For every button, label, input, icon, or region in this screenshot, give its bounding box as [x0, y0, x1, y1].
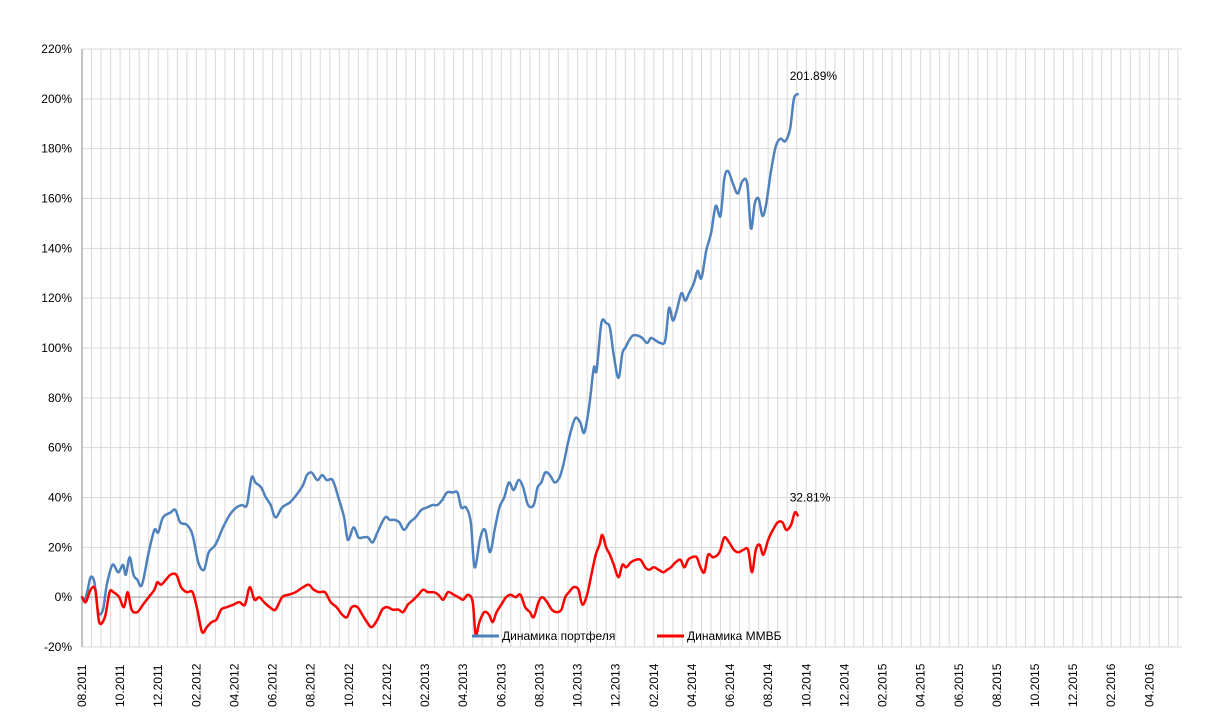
y-tick-label: 200%: [41, 92, 72, 106]
x-tick-label: 10.2011: [113, 664, 127, 707]
y-tick-label: 80%: [48, 391, 72, 405]
horizontal-gridlines: [82, 48, 1182, 648]
y-tick-label: 140%: [41, 241, 72, 255]
x-tick-label: 12.2015: [1066, 663, 1080, 707]
x-tick-label: 06.2014: [723, 663, 737, 707]
x-tick-label: 02.2015: [876, 663, 890, 707]
legend-label: Динамика ММВБ: [687, 629, 782, 643]
x-tick-label: 12.2012: [380, 663, 394, 707]
end-labels: 201.89% 32.81%: [790, 69, 838, 504]
x-axis-tick-labels: 08.2011 10.2011 12.2011 02.2012 04.2012 06.20…: [75, 663, 1156, 707]
series-line-portfolio: [80, 92, 799, 616]
end-label-portfolio: 201.89%: [790, 69, 838, 83]
x-tick-label: 08.2015: [990, 663, 1004, 707]
x-tick-label: 10.2014: [799, 663, 813, 707]
y-axis-tick-labels: -20% 0% 20% 40% 60% 80% 100% 120% 140% 160% 180% 20…: [41, 42, 72, 654]
y-tick-label: 0%: [55, 590, 73, 604]
x-tick-label: 10.2012: [342, 663, 356, 707]
x-tick-label: 02.2014: [647, 663, 661, 707]
x-tick-label: 04.2013: [456, 663, 470, 707]
x-tick-label: 06.2012: [266, 663, 280, 707]
series-layer: [80, 92, 799, 637]
x-tick-label: 06.2013: [494, 663, 508, 707]
x-tick-label: 06.2015: [952, 663, 966, 707]
y-tick-label: 180%: [41, 142, 72, 156]
x-tick-label: 04.2014: [685, 663, 699, 707]
end-label-mmvb: 32.81%: [790, 490, 831, 504]
y-tick-label: 160%: [41, 192, 72, 206]
x-tick-label: 10.2015: [1028, 663, 1042, 707]
y-tick-label: 220%: [41, 42, 72, 56]
x-tick-label: 12.2013: [609, 663, 623, 707]
x-tick-label: 04.2016: [1142, 663, 1156, 707]
x-tick-label: 10.2013: [571, 663, 585, 707]
x-tick-label: 08.2011: [75, 664, 89, 707]
y-tick-label: 120%: [41, 291, 72, 305]
x-tick-label: 12.2011: [151, 664, 165, 707]
x-tick-label: 04.2012: [227, 663, 241, 707]
x-tick-label: 04.2015: [914, 663, 928, 707]
y-tick-label: -20%: [44, 640, 72, 654]
x-tick-label: 02.2013: [418, 663, 432, 707]
series-line-mmvb: [80, 510, 799, 637]
y-tick-label: 20%: [48, 540, 72, 554]
y-tick-label: 60%: [48, 441, 72, 455]
y-tick-label: 40%: [48, 491, 72, 505]
x-tick-label: 08.2013: [532, 663, 546, 707]
legend: Динамика портфеля Динамика ММВБ: [472, 629, 782, 643]
x-tick-label: 12.2014: [837, 663, 851, 707]
x-tick-label: 08.2012: [304, 663, 318, 707]
legend-label: Динамика портфеля: [502, 629, 615, 643]
y-tick-label: 100%: [41, 341, 72, 355]
x-tick-label: 02.2012: [189, 663, 203, 707]
x-tick-label: 02.2016: [1104, 663, 1118, 707]
x-tick-label: 08.2014: [761, 663, 775, 707]
